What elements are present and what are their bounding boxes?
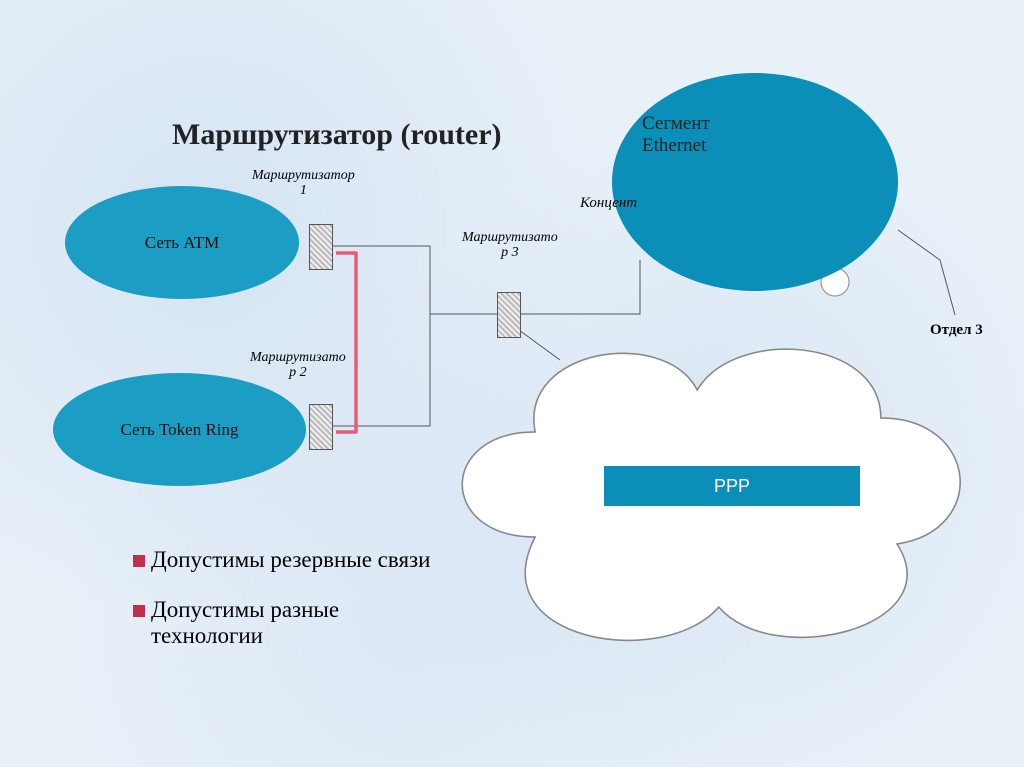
ppp-box: PPP <box>604 466 860 506</box>
router-2-icon <box>309 404 333 450</box>
hub-label: Концент <box>580 195 637 212</box>
bullet-item-2: Допустимы разные технологии <box>133 597 431 649</box>
bullet-marker-icon <box>133 555 145 567</box>
ellipse-ethernet-segment: СегментEthernet <box>612 73 898 291</box>
router-3-icon <box>497 292 521 338</box>
ellipse-tokenring-network: Сеть Token Ring <box>53 373 306 486</box>
bullet-marker-icon <box>133 605 145 617</box>
ellipse-atm-network: Сеть ATM <box>65 186 299 299</box>
diagram-title: Маршрутизатор (router) <box>172 118 502 152</box>
router-1-label: Маршрутизатор1 <box>252 168 355 199</box>
diagram-canvas: Маршрутизатор (router) Сеть ATM Сеть Tok… <box>0 0 1024 767</box>
ellipse-ethernet-label: СегментEthernet <box>642 113 710 157</box>
router-3-label: Маршрутизатор 3 <box>462 230 558 261</box>
dept3-label: Отдел 3 <box>930 322 983 339</box>
router-2-label: Маршрутизатор 2 <box>250 350 346 381</box>
ppp-label: PPP <box>714 476 750 497</box>
router-1-icon <box>309 224 333 270</box>
bullet-text-2: Допустимы разные технологии <box>151 597 431 649</box>
bullet-text-1: Допустимы резервные связи <box>151 547 430 573</box>
ellipse-atm-label: Сеть ATM <box>145 233 219 253</box>
ellipse-tokenring-label: Сеть Token Ring <box>120 420 238 440</box>
bullet-item-1: Допустимы резервные связи <box>133 547 430 573</box>
